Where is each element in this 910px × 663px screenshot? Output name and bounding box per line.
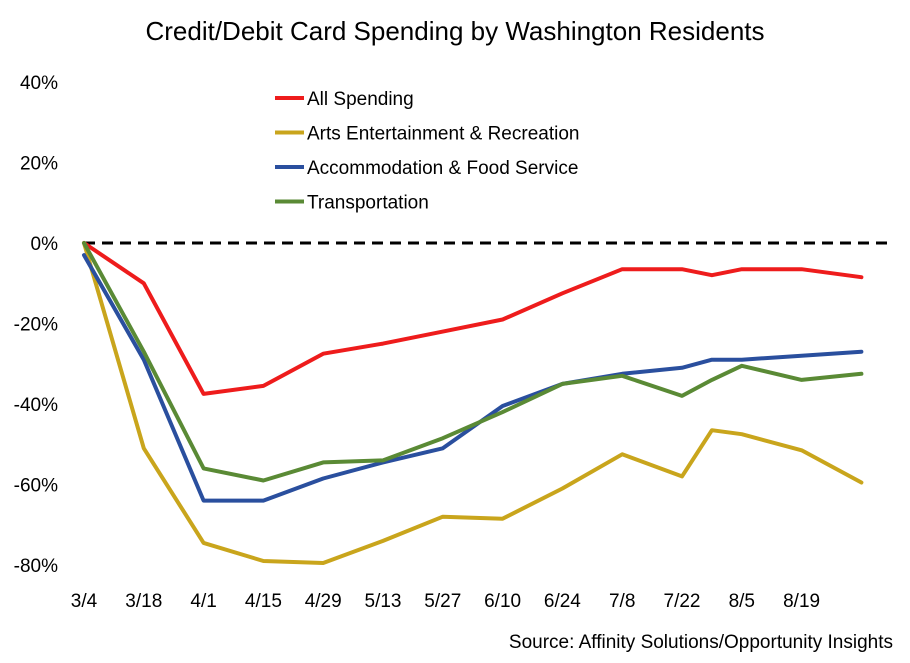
x-tick-label: 6/24 bbox=[544, 591, 581, 612]
legend: All Spending Arts Entertainment & Recreat… bbox=[275, 89, 579, 214]
x-tick-label: 5/27 bbox=[424, 591, 461, 612]
y-axis: 40% 20% 0% -20% -40% -60% -80% bbox=[14, 73, 58, 577]
series-line-transportation bbox=[82, 241, 864, 483]
x-axis: 3/4 3/18 4/1 4/15 4/29 5/13 5/27 6/10 6/24 7/8 7/2… bbox=[71, 591, 820, 612]
legend-label: Accommodation & Food Service bbox=[307, 158, 578, 179]
x-tick-label: 4/29 bbox=[305, 591, 342, 612]
x-tick-label: 8/19 bbox=[783, 591, 820, 612]
x-tick-label: 8/5 bbox=[729, 591, 755, 612]
x-tick-label: 3/18 bbox=[125, 591, 162, 612]
legend-label: Arts Entertainment & Recreation bbox=[307, 124, 579, 145]
y-tick-label: -20% bbox=[14, 315, 58, 336]
source-note: Source: Affinity Solutions/Opportunity I… bbox=[509, 632, 893, 653]
legend-label: Transportation bbox=[307, 193, 429, 214]
y-tick-label: -40% bbox=[14, 395, 58, 416]
x-tick-label: 7/22 bbox=[664, 591, 701, 612]
chart-title: Credit/Debit Card Spending by Washington… bbox=[145, 16, 764, 46]
x-tick-label: 6/10 bbox=[484, 591, 521, 612]
y-tick-label: 40% bbox=[20, 73, 58, 94]
y-tick-label: 20% bbox=[20, 154, 58, 175]
x-tick-label: 5/13 bbox=[365, 591, 402, 612]
x-tick-label: 3/4 bbox=[71, 591, 98, 612]
y-tick-label: -80% bbox=[14, 556, 58, 577]
series-line-all-spending bbox=[82, 241, 864, 396]
x-tick-label: 4/15 bbox=[245, 591, 282, 612]
series-line-accommodation-food-service bbox=[82, 253, 864, 503]
series-line-arts-entertainment-recreation bbox=[82, 241, 864, 565]
y-tick-label: -60% bbox=[14, 476, 58, 497]
x-tick-label: 4/1 bbox=[190, 591, 216, 612]
legend-label: All Spending bbox=[307, 89, 414, 110]
x-tick-label: 7/8 bbox=[609, 591, 635, 612]
plot-area bbox=[82, 241, 864, 565]
y-tick-label: 0% bbox=[31, 234, 59, 255]
